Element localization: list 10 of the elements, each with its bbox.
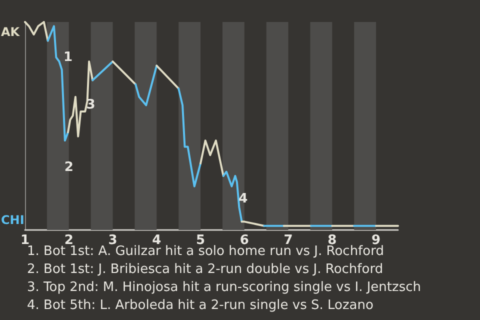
text: 3. Top 2nd: M. Hinojosa hit a run-scoring single vs I. Jentzsch [27, 280, 421, 295]
annotation: 2 [64, 160, 74, 176]
annotation: 4 [238, 191, 248, 206]
series-label: AK [1, 25, 20, 39]
annotation: 1 [63, 50, 73, 65]
annotation: 3 [86, 98, 96, 113]
text: CHI [1, 213, 24, 227]
text: 4. Bot 5th: L. Arboleda hit a 2-run single vs S. Lozano [27, 298, 374, 313]
text: 2. Bot 1st: J. Bribiesca hit a 2-run double vs J. Rochford [27, 262, 384, 277]
x-tick-label: 1 [20, 233, 30, 248]
